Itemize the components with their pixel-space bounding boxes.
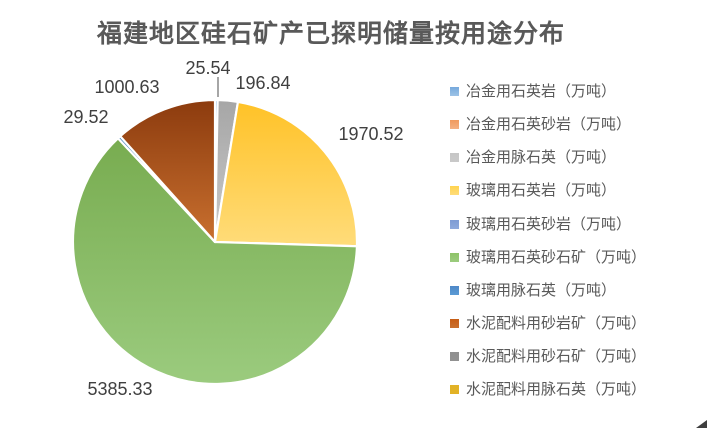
data-label-7: 1000.63 <box>94 77 160 97</box>
pie-slice-5[interactable] <box>71 137 359 386</box>
legend-label: 玻璃用石英岩（万吨） <box>466 182 617 200</box>
legend-item-9[interactable]: 水泥配料用脉石英（万吨） <box>450 373 646 406</box>
legend-swatch-icon <box>450 120 459 130</box>
legend-swatch-icon <box>450 219 459 229</box>
legend-item-3[interactable]: 玻璃用石英岩（万吨） <box>450 174 646 207</box>
data-label-6: 29.52 <box>63 107 109 127</box>
legend-label: 水泥配料用砂石矿（万吨） <box>466 348 647 366</box>
legend-item-4[interactable]: 玻璃用石英砂岩（万吨） <box>450 208 646 241</box>
data-label-0: 25.54 <box>185 58 231 78</box>
legend-swatch-icon <box>450 352 459 362</box>
legend-swatch-icon <box>450 319 459 329</box>
legend-label: 冶金用石英岩（万吨） <box>466 83 617 101</box>
legend-label: 冶金用石英砂岩（万吨） <box>466 116 632 134</box>
legend-label: 水泥配料用脉石英（万吨） <box>466 381 647 399</box>
legend-item-6[interactable]: 玻璃用脉石英（万吨） <box>450 274 646 307</box>
legend-label: 玻璃用脉石英（万吨） <box>466 281 617 299</box>
cursor-artifact-icon <box>696 420 707 428</box>
legend-swatch-icon <box>450 385 459 395</box>
legend-swatch-icon <box>450 186 459 196</box>
legend-item-0[interactable]: 冶金用石英岩（万吨） <box>450 75 646 108</box>
legend-item-5[interactable]: 玻璃用石英砂石矿（万吨） <box>450 241 646 274</box>
legend-item-1[interactable]: 冶金用石英砂岩（万吨） <box>450 108 646 141</box>
legend-label: 冶金用脉石英（万吨） <box>466 149 617 167</box>
legend-item-7[interactable]: 水泥配料用砂岩矿（万吨） <box>450 307 646 340</box>
data-label-2: 196.84 <box>235 73 291 93</box>
data-label-5: 5385.33 <box>87 379 153 399</box>
data-label-3: 1970.52 <box>338 124 404 144</box>
chart-title: 福建地区硅石矿产已探明储量按用途分布 <box>96 19 566 48</box>
legend-swatch-icon <box>450 252 459 262</box>
legend-label: 水泥配料用砂岩矿（万吨） <box>466 315 647 333</box>
legend-item-8[interactable]: 水泥配料用砂石矿（万吨） <box>450 340 646 373</box>
label-leader-line <box>217 77 219 97</box>
legend-item-2[interactable]: 冶金用脉石英（万吨） <box>450 141 646 174</box>
legend-swatch-icon <box>450 153 459 163</box>
pie-slice-3[interactable] <box>213 100 359 248</box>
legend: 冶金用石英岩（万吨） 冶金用石英砂岩（万吨） 冶金用脉石英（万吨） 玻璃用石英岩（万吨… <box>450 75 646 406</box>
legend-swatch-icon <box>450 87 459 97</box>
legend-label: 玻璃用石英砂石矿（万吨） <box>466 248 647 266</box>
legend-label: 玻璃用石英砂岩（万吨） <box>466 215 632 233</box>
pie-slice-7[interactable] <box>119 98 217 244</box>
legend-swatch-icon <box>450 285 459 295</box>
